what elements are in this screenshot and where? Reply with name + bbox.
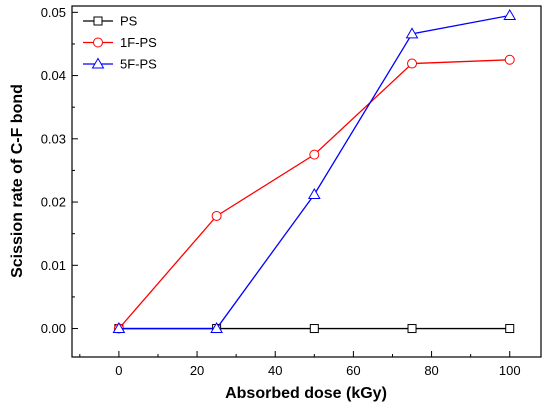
legend-label: 1F-PS: [120, 35, 157, 50]
data-point: [405, 27, 419, 39]
data-point: [210, 322, 223, 334]
x-tick-label: 80: [424, 363, 438, 378]
data-point: [309, 149, 320, 160]
data-point: [504, 54, 515, 65]
x-tick-label: 60: [346, 363, 360, 378]
x-tick-label: 40: [268, 363, 282, 378]
y-tick-label: 0.03: [41, 131, 66, 146]
data-point: [307, 187, 321, 199]
data-point: [211, 210, 222, 221]
series-5f-ps: [112, 8, 517, 334]
legend-item: 5F-PS: [83, 57, 157, 72]
legend-marker: [93, 37, 103, 48]
legend-label: 5F-PS: [120, 57, 157, 72]
series-layer: [112, 8, 517, 334]
x-axis-title: Absorbed dose (kGy): [225, 385, 387, 402]
x-tick-label: 20: [190, 363, 204, 378]
y-tick-label: 0.04: [41, 68, 66, 83]
x-tick-label: 100: [499, 363, 521, 378]
legend-marker: [91, 57, 105, 69]
data-point: [407, 58, 418, 69]
axis-ticks: [72, 11, 511, 357]
tick-labels: 0 20 40 60 80 100 0.00 0.01 0.02 0.03 0.04 0.05: [41, 5, 521, 378]
legend-item: PS: [83, 14, 138, 29]
y-tick-label: 0.01: [41, 258, 66, 273]
legend-marker: [93, 16, 103, 26]
y-tick-label: 0.05: [41, 5, 66, 20]
series-1f-ps: [113, 54, 515, 334]
x-tick-label: 0: [115, 363, 122, 378]
data-point: [309, 324, 319, 334]
y-axis-title: Scission rate of C-F bond: [9, 84, 26, 278]
data-point: [503, 8, 517, 20]
data-point: [407, 324, 417, 334]
data-point: [505, 324, 515, 334]
y-tick-label: 0.02: [41, 195, 66, 210]
legend-label: PS: [120, 14, 138, 29]
data-point: [112, 322, 126, 334]
legend: PS 1F-PS 5F-PS: [83, 14, 157, 72]
legend-item: 1F-PS: [83, 35, 157, 50]
plot-frame: [71, 5, 542, 358]
y-tick-label: 0.00: [41, 321, 66, 336]
